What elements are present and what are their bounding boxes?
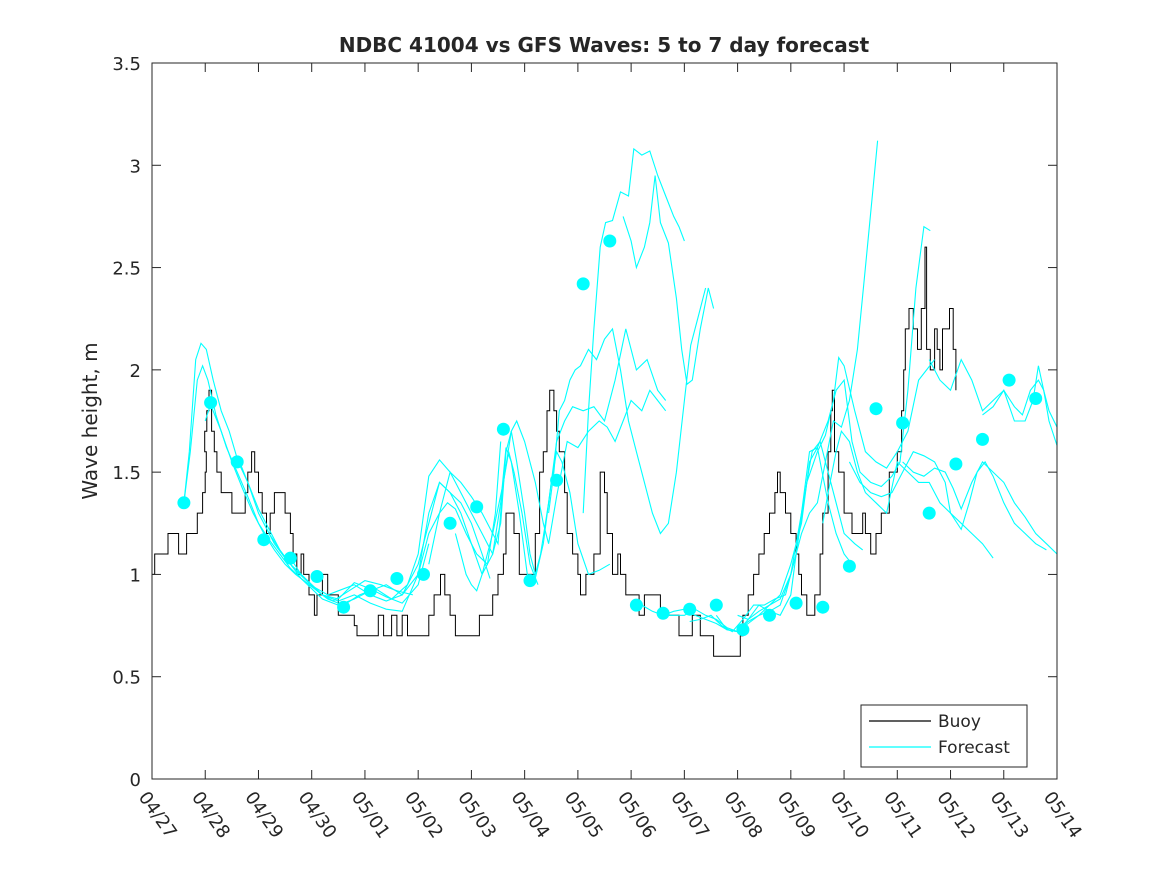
y-tick-label: 3 xyxy=(130,156,141,177)
forecast-marker-30 xyxy=(949,457,963,471)
forecast-series-line-16 xyxy=(737,140,879,621)
forecast-marker-6 xyxy=(310,570,324,583)
forecast-series-line-21 xyxy=(982,365,1057,446)
forecast-marker-29 xyxy=(922,506,936,520)
forecast-marker-11 xyxy=(443,516,457,530)
forecast-series-line-18 xyxy=(848,451,1047,551)
axes-box xyxy=(151,62,1058,780)
y-tick-label: 0 xyxy=(130,770,141,791)
forecast-marker-27 xyxy=(869,402,883,416)
y-tick-label: 2 xyxy=(130,361,141,382)
forecast-marker-20 xyxy=(683,602,697,616)
legend-label-forecast: Forecast xyxy=(938,738,1010,758)
forecast-series-line-8 xyxy=(454,389,667,592)
forecast-marker-24 xyxy=(789,596,803,610)
forecast-series-line-7 xyxy=(428,328,667,577)
forecast-marker-22 xyxy=(736,623,750,637)
y-tick-label: 1 xyxy=(130,565,141,586)
forecast-marker-21 xyxy=(709,598,723,612)
forecast-marker-16 xyxy=(576,277,590,291)
legend: Buoy Forecast xyxy=(860,704,1028,768)
forecast-marker-23 xyxy=(763,608,776,622)
y-axis-ticks: 0 0.5 1 1.5 2 2.5 3 3.5 xyxy=(112,54,1057,791)
forecast-marker-18 xyxy=(629,598,643,612)
plot-area xyxy=(151,62,1058,780)
series-group xyxy=(152,140,1057,657)
forecast-marker-5 xyxy=(283,551,297,565)
forecast-marker-9 xyxy=(390,572,404,585)
legend-label-buoy: Buoy xyxy=(938,712,981,732)
forecast-series-line-10 xyxy=(582,147,685,514)
chart-title: NDBC 41004 vs GFS Waves: 5 to 7 day fore… xyxy=(339,33,870,57)
forecast-marker-2 xyxy=(204,396,218,410)
forecast-marker-8 xyxy=(363,584,377,598)
forecast-marker-7 xyxy=(337,600,351,614)
forecast-marker-25 xyxy=(816,600,830,614)
forecast-marker-17 xyxy=(603,234,617,248)
legend-box xyxy=(860,704,1028,768)
forecast-series-line-19 xyxy=(902,460,1057,555)
forecast-marker-14 xyxy=(523,574,537,588)
forecast-marker-33 xyxy=(1029,392,1043,405)
y-tick-label: 0.5 xyxy=(112,668,141,689)
y-tick-label: 2.5 xyxy=(112,259,141,280)
forecast-marker-28 xyxy=(896,416,910,430)
y-axis-label: Wave height, m xyxy=(78,342,102,499)
forecast-marker-10 xyxy=(417,567,430,581)
forecast-series-line-6 xyxy=(289,447,611,612)
forecast-marker-15 xyxy=(550,473,564,487)
forecast-marker-4 xyxy=(257,533,271,547)
forecast-marker-19 xyxy=(656,606,670,620)
forecast-series-line-17 xyxy=(822,429,994,559)
forecast-series-line-9 xyxy=(548,287,707,535)
forecast-series-line-14 xyxy=(689,356,936,633)
forecast-marker-26 xyxy=(842,559,856,573)
y-tick-label: 1.5 xyxy=(112,463,141,484)
forecast-marker-13 xyxy=(496,422,510,436)
forecast-marker-1 xyxy=(177,496,191,510)
forecast-series-line-11 xyxy=(622,175,715,386)
forecast-series-line-15 xyxy=(715,225,931,633)
y-tick-label: 3.5 xyxy=(112,54,141,75)
forecast-series-line-1 xyxy=(183,342,414,602)
forecast-marker-32 xyxy=(1002,373,1016,387)
forecast-marker-12 xyxy=(470,500,484,514)
forecast-marker-31 xyxy=(976,432,989,446)
forecast-series-line-4 xyxy=(236,441,502,606)
forecast-marker-3 xyxy=(230,455,244,469)
